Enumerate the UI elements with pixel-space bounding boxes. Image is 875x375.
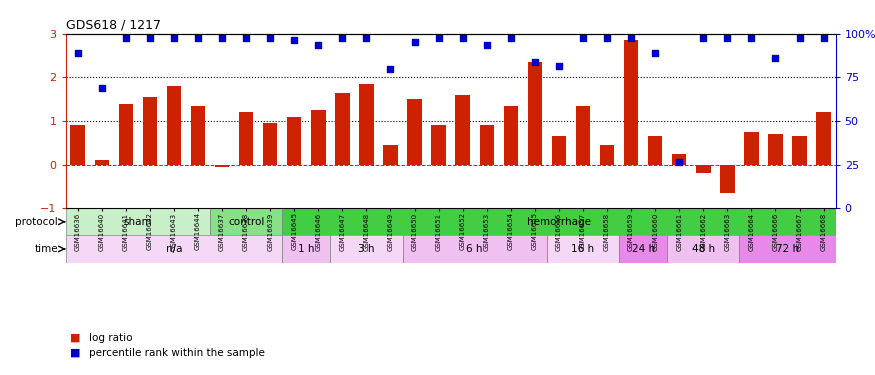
Point (360, 35, 374, 41)
Point (624, 35, 638, 41)
Text: control: control (228, 217, 264, 227)
Bar (552, 136, 566, 165)
Point (312, 42, 326, 48)
Bar (335, 93, 350, 165)
Bar (744, 132, 759, 165)
Bar (668, 236, 739, 262)
Text: 6 h: 6 h (466, 244, 483, 254)
Bar (408, 99, 422, 165)
Text: time: time (34, 244, 58, 254)
Point (287, 37, 301, 43)
Text: GDS618 / 1217: GDS618 / 1217 (66, 18, 161, 31)
Point (745, 35, 759, 41)
Text: 16 h: 16 h (571, 244, 594, 254)
Bar (312, 110, 326, 165)
Bar (672, 154, 687, 165)
Text: 72 h: 72 h (776, 244, 799, 254)
Point (600, 35, 614, 41)
Point (456, 35, 470, 41)
Text: 24 h: 24 h (632, 244, 654, 254)
Bar (94, 160, 109, 165)
Bar (210, 208, 282, 236)
Bar (282, 236, 331, 262)
Point (383, 66, 397, 72)
Bar (648, 136, 662, 165)
Bar (239, 112, 254, 165)
Bar (119, 104, 133, 165)
Point (167, 35, 181, 41)
Bar (620, 236, 668, 262)
Bar (263, 123, 277, 165)
Bar (720, 165, 735, 193)
Point (480, 42, 494, 48)
Text: sham: sham (123, 217, 152, 227)
Bar (624, 40, 639, 165)
Text: log ratio: log ratio (89, 333, 133, 343)
Text: ■: ■ (70, 348, 80, 358)
Bar (793, 136, 807, 165)
Text: protocol: protocol (15, 217, 58, 227)
Point (720, 35, 734, 41)
Point (239, 35, 253, 41)
Point (552, 63, 566, 69)
Point (768, 55, 782, 61)
Bar (600, 145, 614, 165)
Text: n/a: n/a (165, 244, 182, 254)
Bar (480, 125, 494, 165)
Bar (456, 95, 470, 165)
Bar (816, 112, 831, 165)
Bar (431, 125, 446, 165)
Point (816, 35, 830, 41)
Bar (166, 86, 181, 165)
Point (504, 35, 518, 41)
Point (143, 35, 157, 41)
Bar (696, 165, 710, 173)
Point (191, 35, 205, 41)
Bar (402, 236, 547, 262)
Bar (215, 165, 229, 167)
Bar (282, 208, 836, 236)
Text: ■: ■ (70, 333, 80, 343)
Bar (383, 145, 397, 165)
Point (263, 35, 277, 41)
Bar (768, 134, 783, 165)
Bar (287, 117, 301, 165)
Text: 48 h: 48 h (692, 244, 715, 254)
Bar (66, 208, 210, 236)
Point (408, 39, 422, 45)
Bar (70, 125, 85, 165)
Bar (547, 236, 620, 262)
Point (71, 50, 85, 56)
Bar (576, 106, 591, 165)
Point (215, 35, 229, 41)
Point (94, 85, 108, 91)
Point (576, 35, 590, 41)
Bar (191, 106, 205, 165)
Bar (66, 236, 282, 262)
Point (672, 159, 686, 165)
Text: 3 h: 3 h (358, 244, 374, 254)
Point (696, 35, 710, 41)
Point (431, 35, 445, 41)
Bar (143, 97, 158, 165)
Point (528, 59, 542, 65)
Bar (331, 236, 402, 262)
Bar (504, 106, 518, 165)
Bar (528, 62, 542, 165)
Point (119, 35, 133, 41)
Point (648, 50, 662, 56)
Point (335, 35, 349, 41)
Text: 1 h: 1 h (298, 244, 314, 254)
Bar (360, 84, 374, 165)
Bar (739, 236, 836, 262)
Text: percentile rank within the sample: percentile rank within the sample (89, 348, 265, 358)
Point (793, 35, 807, 41)
Text: hemorrhage: hemorrhage (527, 217, 591, 227)
